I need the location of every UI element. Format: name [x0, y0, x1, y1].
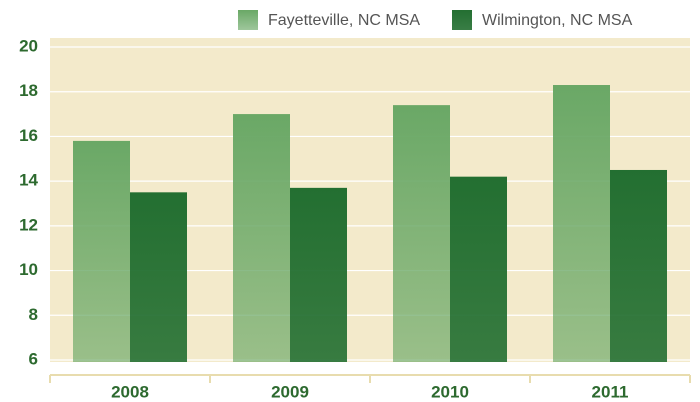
bar	[290, 187, 347, 362]
legend-swatch	[238, 10, 258, 30]
legend-label: Wilmington, NC MSA	[482, 12, 633, 29]
bar	[553, 85, 610, 362]
y-tick-label: 14	[19, 171, 38, 190]
x-tick-label: 2011	[592, 382, 629, 401]
y-tick-label: 8	[29, 305, 38, 324]
bar	[393, 105, 450, 362]
legend-label: Fayetteville, NC MSA	[268, 12, 420, 29]
bar	[610, 169, 667, 362]
x-tick-label: 2008	[111, 382, 149, 401]
y-tick-label: 10	[19, 260, 38, 279]
y-tick-label: 18	[19, 81, 38, 100]
bar	[73, 140, 130, 362]
x-tick-label: 2010	[431, 382, 469, 401]
bar	[130, 192, 187, 362]
y-tick-label: 12	[19, 215, 38, 234]
bar	[450, 176, 507, 362]
y-tick-label: 16	[19, 126, 38, 145]
y-tick-label: 20	[19, 36, 38, 55]
x-tick-label: 2009	[271, 382, 309, 401]
bar	[233, 114, 290, 362]
legend-swatch	[452, 10, 472, 30]
y-tick-label: 6	[29, 349, 38, 368]
